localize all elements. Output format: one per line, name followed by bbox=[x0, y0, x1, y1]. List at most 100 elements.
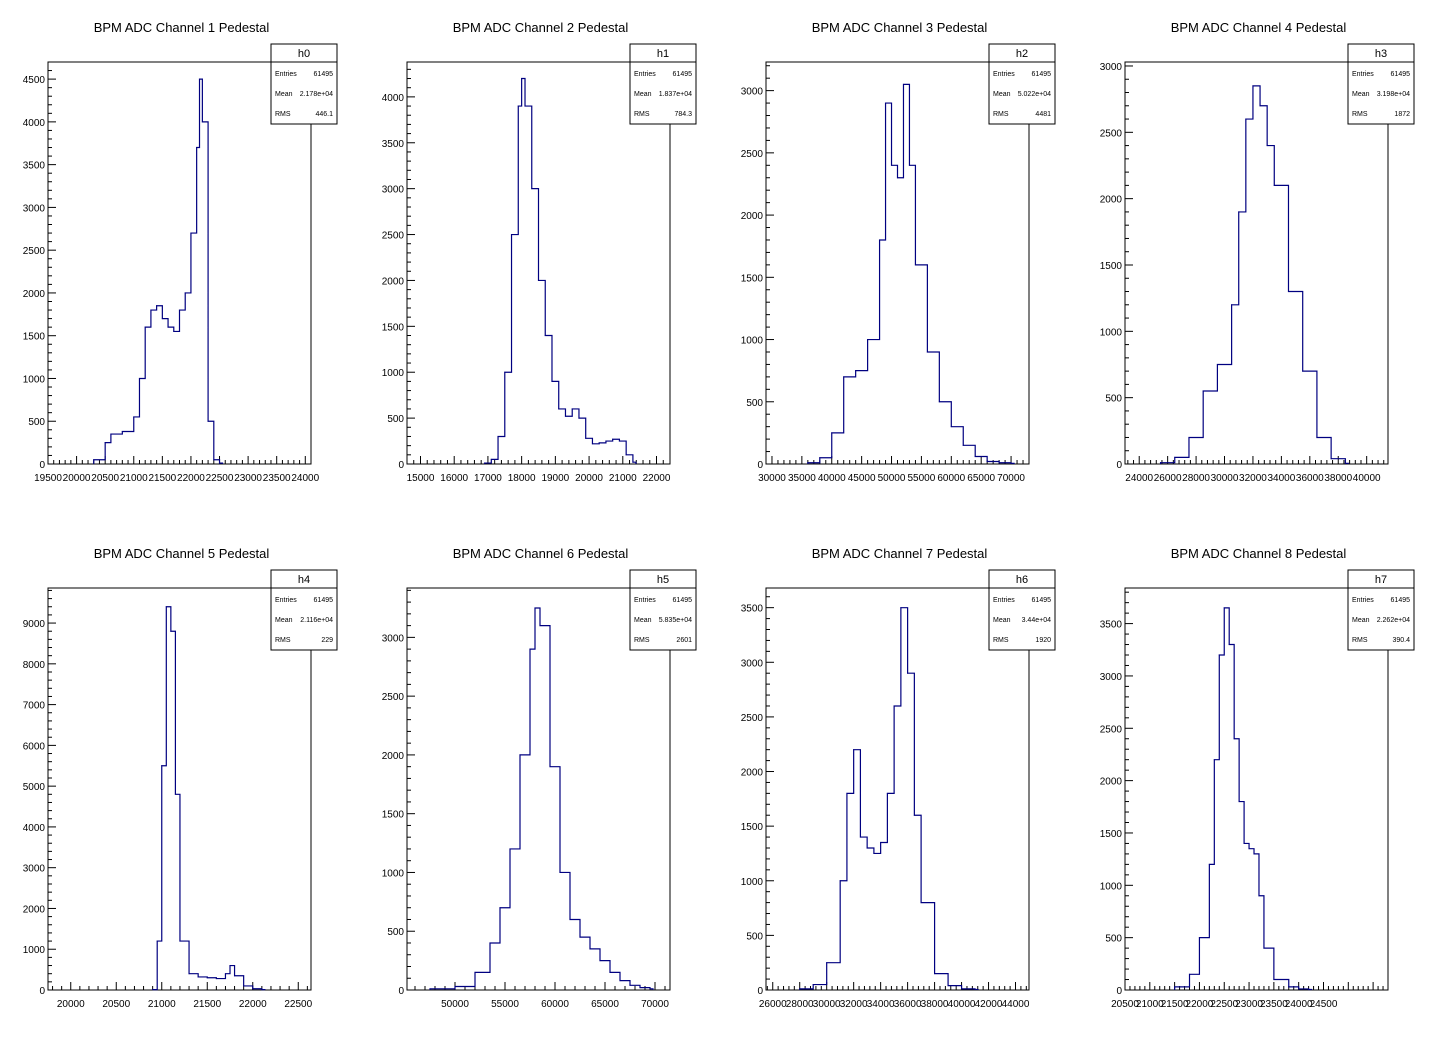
x-tick-label: 26000 bbox=[759, 999, 787, 1010]
data-point bbox=[893, 705, 895, 707]
data-point bbox=[531, 188, 533, 190]
data-point bbox=[947, 985, 949, 987]
y-tick-label: 2500 bbox=[1100, 128, 1123, 139]
y-tick-label: 1500 bbox=[382, 322, 405, 333]
data-point bbox=[569, 918, 571, 920]
data-point bbox=[1243, 842, 1245, 844]
data-point bbox=[618, 440, 620, 442]
y-tick-label: 1500 bbox=[741, 273, 764, 284]
y-tick-label: 3000 bbox=[23, 864, 46, 875]
stats-label: RMS bbox=[275, 637, 291, 644]
data-point bbox=[934, 973, 936, 975]
y-tick-label: 2500 bbox=[23, 246, 46, 257]
stats-label: RMS bbox=[634, 111, 650, 118]
x-tick-label: 28000 bbox=[1182, 473, 1210, 484]
data-point bbox=[197, 976, 199, 978]
data-point bbox=[1259, 105, 1261, 107]
data-point bbox=[1344, 462, 1346, 464]
x-tick-label: 30000 bbox=[1211, 473, 1239, 484]
data-point bbox=[974, 988, 976, 990]
data-point bbox=[138, 377, 140, 379]
x-tick-label: 28000 bbox=[786, 999, 814, 1010]
histogram-series bbox=[152, 606, 266, 991]
data-point bbox=[490, 458, 492, 460]
data-point bbox=[1266, 145, 1268, 147]
data-point bbox=[579, 936, 581, 938]
stats-box bbox=[270, 569, 338, 651]
data-point bbox=[649, 988, 651, 990]
data-point bbox=[873, 852, 875, 854]
plot-frame bbox=[1124, 587, 1389, 991]
x-tick-label: 30000 bbox=[758, 473, 786, 484]
data-point bbox=[524, 105, 526, 107]
stats-value: 390.4 bbox=[1392, 637, 1410, 644]
data-point bbox=[156, 305, 158, 307]
data-point bbox=[1160, 462, 1162, 464]
data-point bbox=[1273, 979, 1275, 981]
x-tick-label: 60000 bbox=[541, 999, 569, 1010]
data-point bbox=[152, 989, 154, 991]
data-point bbox=[549, 766, 551, 768]
x-tick-label: 21000 bbox=[1136, 999, 1164, 1010]
data-point bbox=[161, 318, 163, 320]
x-tick-label: 60000 bbox=[937, 473, 965, 484]
plot-frame bbox=[1124, 61, 1389, 465]
stats-box bbox=[1347, 43, 1415, 125]
data-point bbox=[831, 432, 833, 434]
stats-value: 229 bbox=[321, 637, 333, 644]
stats-label: Mean bbox=[634, 91, 652, 98]
data-point bbox=[219, 462, 221, 464]
data-point bbox=[184, 292, 186, 294]
data-point bbox=[846, 792, 848, 794]
data-point bbox=[986, 461, 988, 463]
data-point bbox=[1213, 759, 1215, 761]
chart-title: BPM ADC Channel 6 Pedestal bbox=[453, 546, 629, 561]
data-point bbox=[190, 232, 192, 234]
data-point bbox=[173, 330, 175, 332]
histogram-series bbox=[93, 78, 224, 464]
y-tick-label: 4500 bbox=[23, 75, 46, 86]
y-tick-label: 500 bbox=[28, 417, 45, 428]
data-point bbox=[509, 848, 511, 850]
stats-value: 61495 bbox=[314, 71, 334, 78]
data-point bbox=[612, 438, 614, 440]
data-point bbox=[962, 444, 964, 446]
y-tick-label: 500 bbox=[387, 927, 404, 938]
x-tick-label: 20000 bbox=[575, 473, 603, 484]
data-point bbox=[1263, 947, 1265, 949]
data-point bbox=[429, 988, 431, 990]
x-tick-label: 70000 bbox=[997, 473, 1025, 484]
data-point bbox=[819, 457, 821, 459]
data-point bbox=[1288, 986, 1290, 988]
data-point bbox=[499, 907, 501, 909]
data-point bbox=[167, 326, 169, 328]
y-tick-label: 500 bbox=[1105, 934, 1122, 945]
x-tick-label: 38000 bbox=[1324, 473, 1352, 484]
y-tick-label: 1500 bbox=[23, 332, 46, 343]
data-point bbox=[1248, 848, 1250, 850]
x-tick-label: 17000 bbox=[474, 473, 502, 484]
data-point bbox=[1238, 211, 1240, 213]
x-tick-label: 38000 bbox=[921, 999, 949, 1010]
stats-label: RMS bbox=[993, 111, 1009, 118]
x-tick-label: 15000 bbox=[407, 473, 435, 484]
x-tick-label: 40000 bbox=[818, 473, 846, 484]
x-tick-label: 20000 bbox=[63, 473, 91, 484]
x-tick-label: 70000 bbox=[641, 999, 669, 1010]
data-point bbox=[484, 462, 486, 464]
y-tick-label: 2500 bbox=[382, 692, 405, 703]
stats-value: 61495 bbox=[1032, 597, 1052, 604]
y-tick-label: 3500 bbox=[1100, 620, 1123, 631]
x-tick-label: 21500 bbox=[193, 999, 221, 1010]
y-tick-label: 3500 bbox=[23, 161, 46, 172]
stats-label: Entries bbox=[275, 71, 297, 78]
data-point bbox=[908, 164, 910, 166]
x-tick-label: 24000 bbox=[1285, 999, 1313, 1010]
data-point bbox=[855, 370, 857, 372]
x-tick-label: 19500 bbox=[34, 473, 62, 484]
stats-label: RMS bbox=[1352, 111, 1368, 118]
